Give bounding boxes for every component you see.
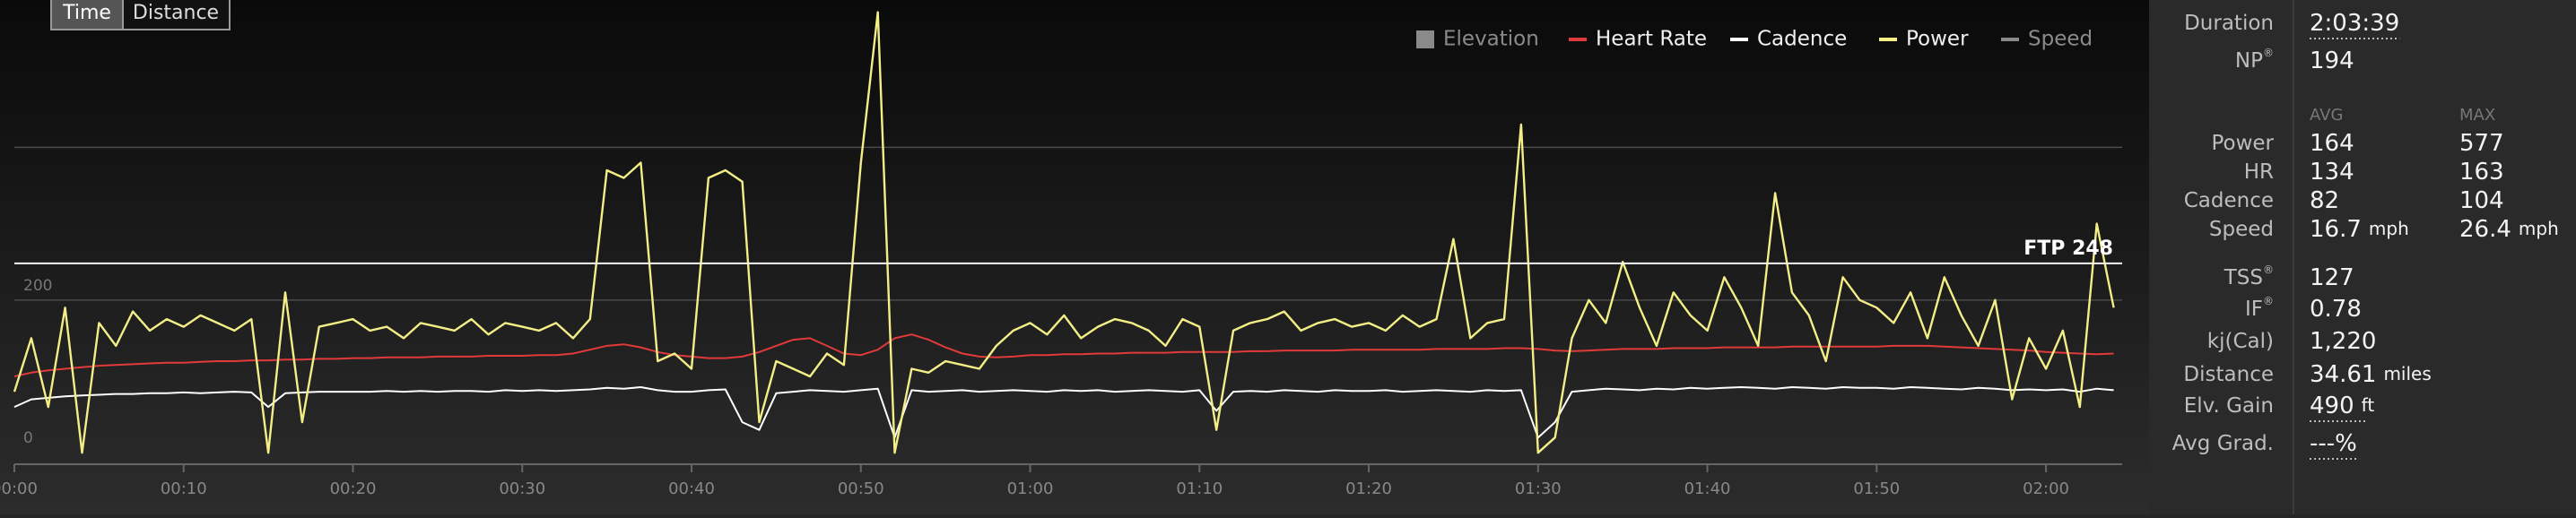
x-tick-label: 01:40 bbox=[1684, 479, 1731, 498]
stat-value-text: ---% bbox=[2310, 430, 2357, 457]
x-tick-label: 01:00 bbox=[1007, 479, 1054, 498]
legend-label[interactable]: Speed bbox=[2028, 28, 2093, 51]
stat-value-text: 104 bbox=[2459, 187, 2504, 214]
series-line bbox=[13, 333, 2114, 377]
stat-label: IF® bbox=[2245, 295, 2274, 321]
stat-label-text: Cadence bbox=[2184, 189, 2274, 212]
stat-label: Duration bbox=[2184, 12, 2274, 35]
stat-label: TSS® bbox=[2224, 263, 2274, 289]
stat-label: Power bbox=[2211, 132, 2274, 155]
stat-value: 0.78 bbox=[2310, 296, 2362, 323]
stat-value-text: 16.7 bbox=[2310, 216, 2362, 243]
stat-value-text: 26.4 bbox=[2459, 216, 2511, 243]
stat-value-text: 163 bbox=[2459, 159, 2504, 186]
stat-label-text: IF bbox=[2245, 298, 2263, 321]
x-tick-label: 00:30 bbox=[499, 479, 545, 498]
x-tick-label: 02:00 bbox=[2023, 479, 2069, 498]
distance-button[interactable] bbox=[122, 0, 231, 30]
stat-value: 577 bbox=[2459, 130, 2504, 157]
stat-value-text: 82 bbox=[2310, 187, 2339, 214]
x-tick-label: 00:00 bbox=[0, 479, 38, 498]
stat-value: 490 ft bbox=[2310, 393, 2374, 419]
stat-value-text: 164 bbox=[2310, 130, 2354, 157]
stat-label-text: kj(Cal) bbox=[2207, 330, 2274, 353]
stat-label: Distance bbox=[2183, 363, 2274, 386]
x-tick-label: 01:10 bbox=[1176, 479, 1223, 498]
stat-label: NP® bbox=[2235, 47, 2274, 73]
chart-background bbox=[0, 0, 2149, 514]
stats-panel bbox=[2149, 0, 2576, 514]
stat-value: 1,220 bbox=[2310, 328, 2376, 355]
stat-value: ---% bbox=[2310, 430, 2357, 457]
stat-value: 34.61 miles bbox=[2310, 361, 2432, 388]
x-tick-label: 00:10 bbox=[161, 479, 207, 498]
series-line bbox=[13, 11, 2115, 454]
stat-value-text: 1,220 bbox=[2310, 328, 2376, 355]
x-tick-label: 01:20 bbox=[1345, 479, 1392, 498]
stat-value-text: 127 bbox=[2310, 264, 2354, 291]
stat-label: kj(Cal) bbox=[2207, 330, 2274, 353]
series-line bbox=[13, 386, 2114, 439]
stat-unit: miles bbox=[2383, 363, 2431, 384]
column-header: AVG bbox=[2310, 106, 2343, 125]
time-button-label[interactable]: Time bbox=[62, 2, 111, 24]
ftp-label: FTP 248 bbox=[2023, 237, 2113, 260]
stat-value-text: 490 bbox=[2310, 393, 2354, 419]
legend-label[interactable]: Elevation bbox=[1443, 28, 1539, 51]
x-tick-label: 00:50 bbox=[838, 479, 884, 498]
stat-value-text: 34.61 bbox=[2310, 361, 2376, 388]
stat-value-text: 577 bbox=[2459, 130, 2504, 157]
column-header: MAX bbox=[2459, 106, 2495, 125]
stat-label: HR bbox=[2244, 160, 2274, 184]
stat-value: 194 bbox=[2310, 47, 2354, 74]
stat-label-text: Elv. Gain bbox=[2184, 394, 2274, 418]
stat-label-text: Distance bbox=[2183, 363, 2274, 386]
stat-value-text: 134 bbox=[2310, 159, 2354, 186]
legend-swatch[interactable] bbox=[1416, 30, 1434, 48]
stat-unit: mph bbox=[2519, 218, 2559, 239]
stat-value: 2:03:39 bbox=[2310, 10, 2399, 37]
stat-value: 104 bbox=[2459, 187, 2504, 214]
y-tick-label: 0 bbox=[23, 429, 33, 447]
distance-button-label[interactable]: Distance bbox=[133, 2, 219, 24]
x-tick-label: 00:20 bbox=[330, 479, 377, 498]
legend-label[interactable]: Cadence bbox=[1757, 28, 1847, 51]
legend-label[interactable]: Power bbox=[1906, 28, 1969, 51]
stat-value: 82 bbox=[2310, 187, 2339, 214]
stat-label: Cadence bbox=[2184, 189, 2274, 212]
stat-label-text: Avg Grad. bbox=[2172, 432, 2274, 455]
y-tick-label: 200 bbox=[23, 277, 52, 295]
stat-label-text: Power bbox=[2211, 132, 2274, 155]
stat-label-text: HR bbox=[2244, 160, 2274, 184]
stat-label-text: Duration bbox=[2184, 12, 2274, 35]
stat-label-sup: ® bbox=[2263, 47, 2274, 59]
stat-label-text: Speed bbox=[2209, 218, 2274, 241]
stat-value-text: 0.78 bbox=[2310, 296, 2362, 323]
stat-value: 163 bbox=[2459, 159, 2504, 186]
x-tick-label: 01:50 bbox=[1853, 479, 1900, 498]
time-button[interactable] bbox=[50, 0, 124, 30]
stat-value: 134 bbox=[2310, 159, 2354, 186]
stat-value: 16.7 mph bbox=[2310, 216, 2409, 243]
stat-label-text: NP bbox=[2235, 49, 2263, 73]
stat-label: Elv. Gain bbox=[2184, 394, 2274, 418]
stat-label: Speed bbox=[2209, 218, 2274, 241]
stat-value: 164 bbox=[2310, 130, 2354, 157]
stat-unit: ft bbox=[2362, 394, 2375, 416]
stat-label-sup: ® bbox=[2263, 263, 2274, 276]
legend-label[interactable]: Heart Rate bbox=[1596, 28, 1707, 51]
stat-label-text: TSS bbox=[2224, 266, 2263, 289]
stat-label-sup: ® bbox=[2263, 295, 2274, 307]
stat-unit: mph bbox=[2369, 218, 2409, 239]
stat-value-text: 2:03:39 bbox=[2310, 10, 2399, 37]
stat-value: 127 bbox=[2310, 264, 2354, 291]
x-tick-label: 00:40 bbox=[668, 479, 715, 498]
stat-value: 26.4 mph bbox=[2459, 216, 2559, 243]
x-tick-label: 01:30 bbox=[1515, 479, 1562, 498]
stat-value-text: 194 bbox=[2310, 47, 2354, 74]
stat-label: Avg Grad. bbox=[2172, 432, 2274, 455]
